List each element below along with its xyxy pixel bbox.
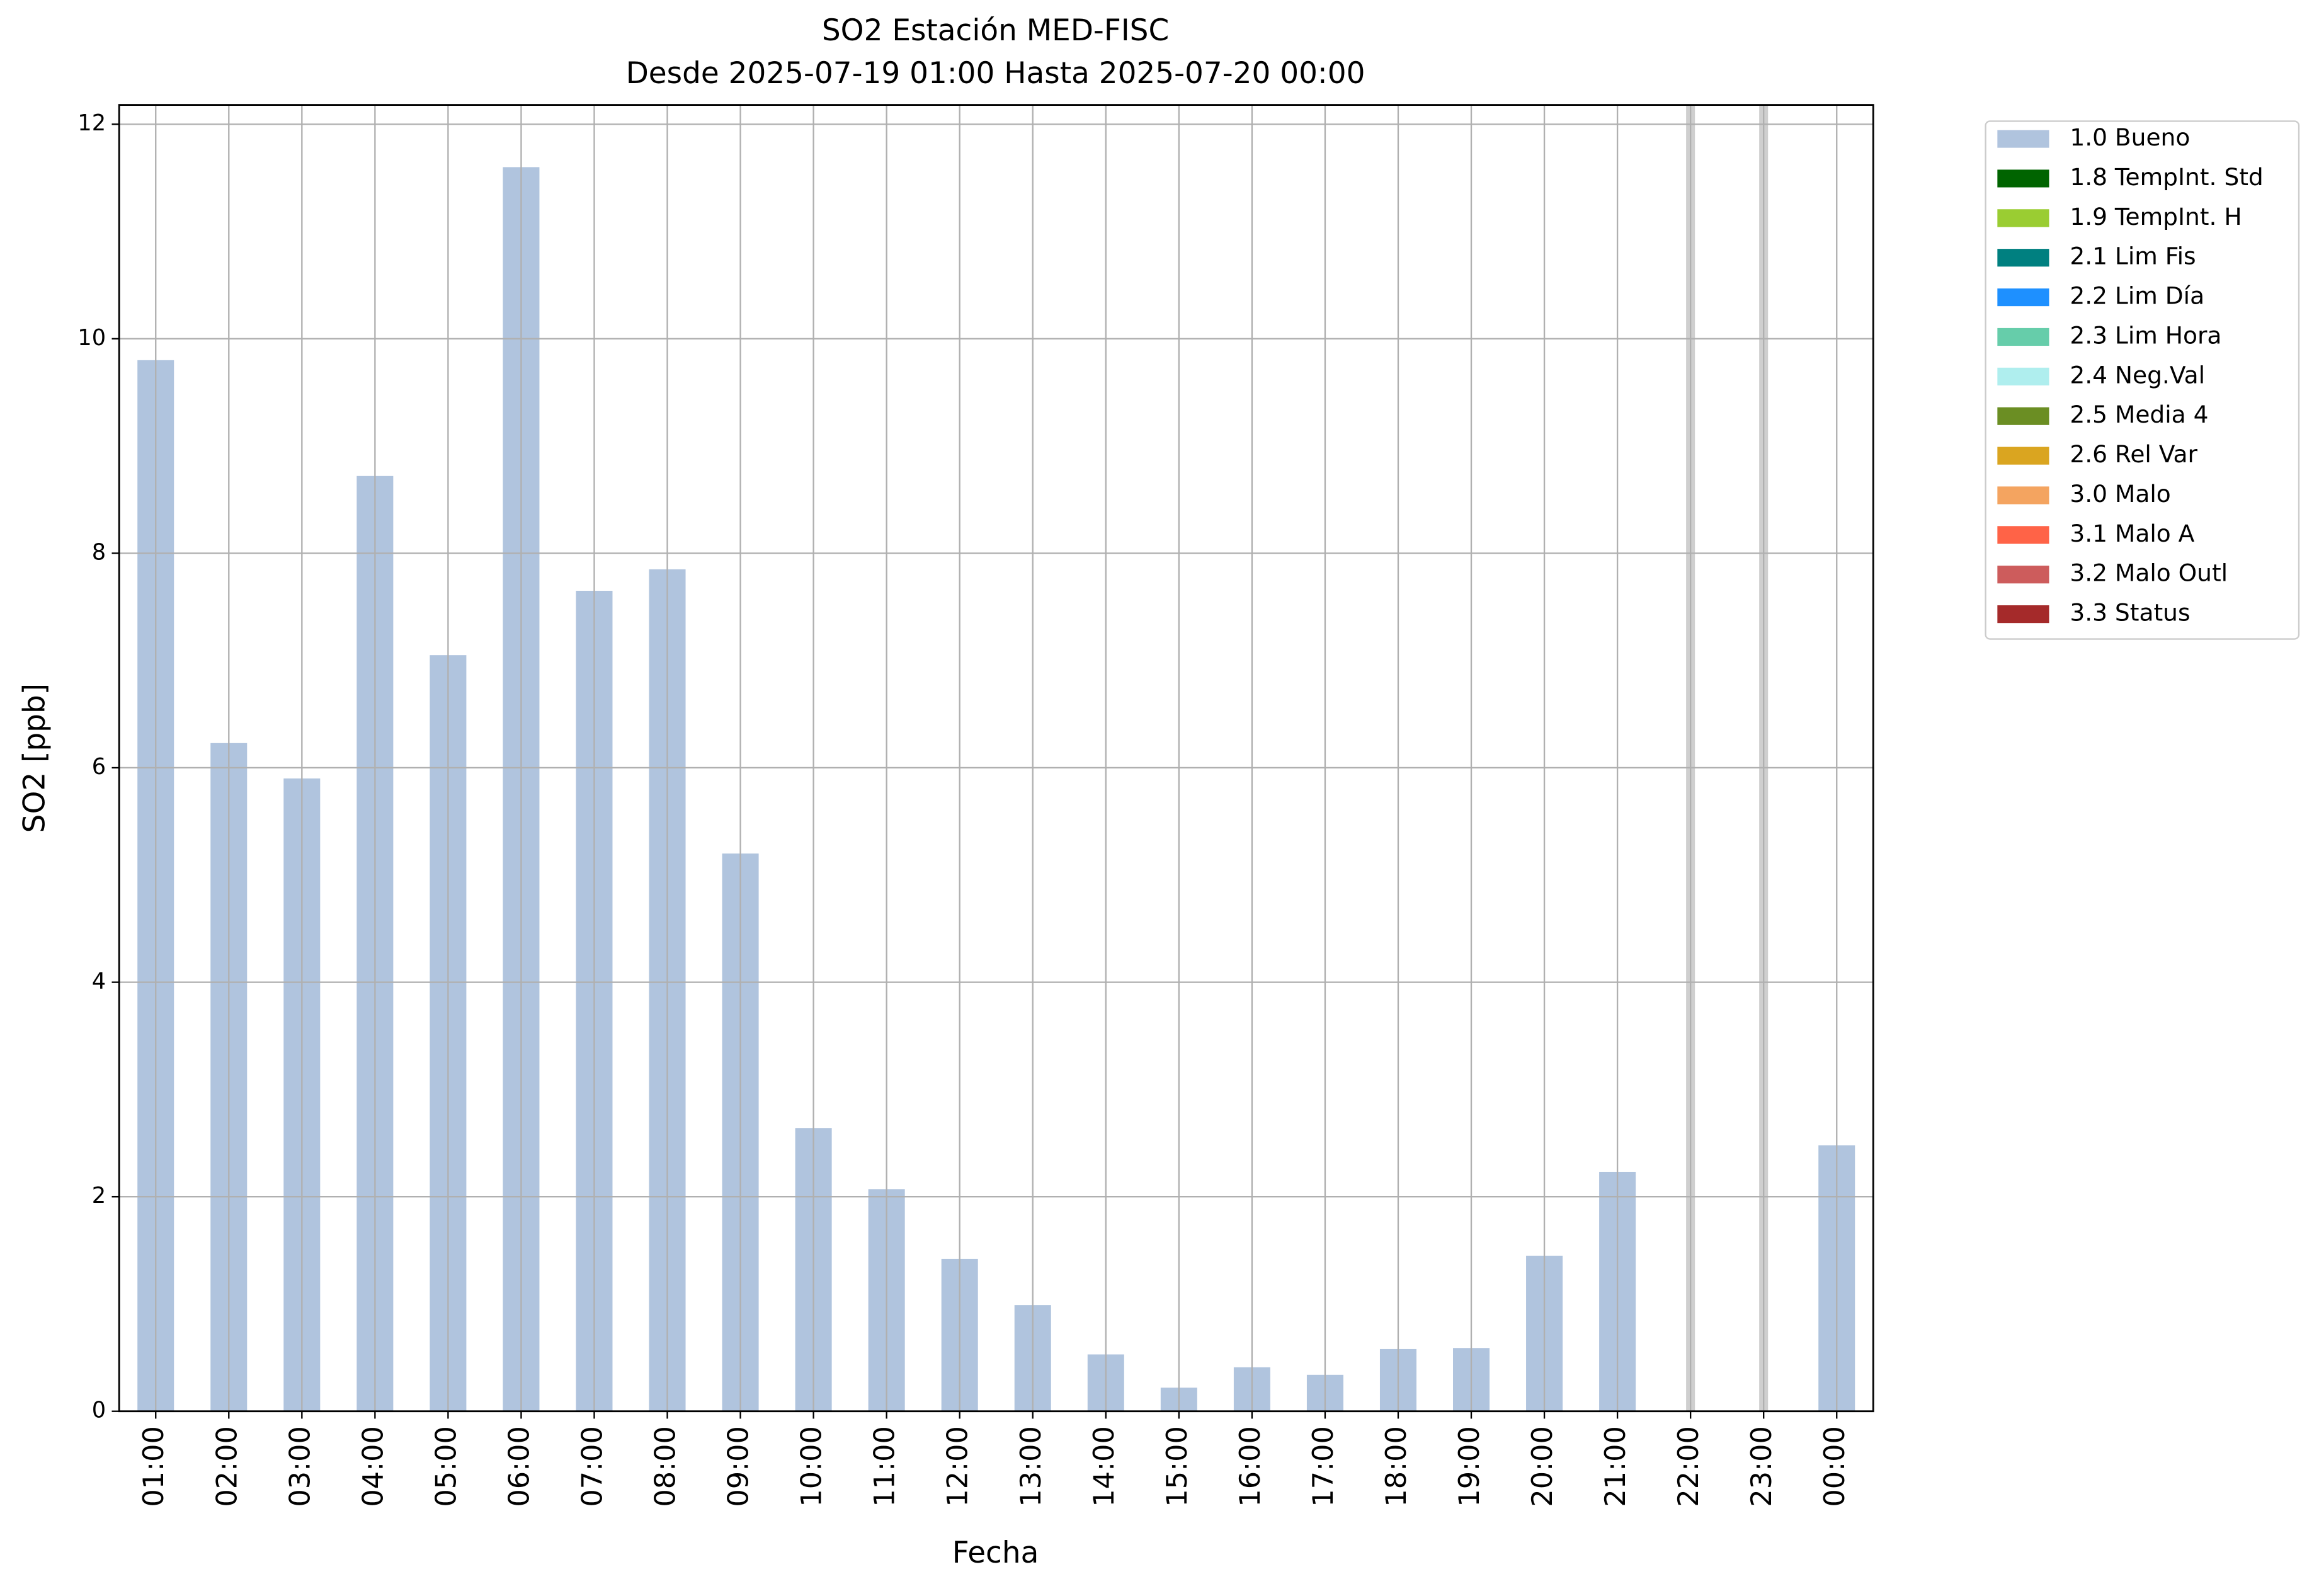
- legend-swatch: [1997, 447, 2049, 465]
- x-tick-label: 19:00: [1453, 1426, 1486, 1507]
- x-tick-label: 15:00: [1161, 1426, 1194, 1507]
- legend-swatch: [1997, 130, 2049, 148]
- x-tick-label: 18:00: [1380, 1426, 1413, 1507]
- x-tick-label: 20:00: [1526, 1426, 1559, 1507]
- x-tick-label: 06:00: [503, 1426, 535, 1507]
- legend-swatch: [1997, 249, 2049, 267]
- y-axis-label: SO2 [ppb]: [17, 683, 52, 833]
- x-tick-label: 13:00: [1015, 1426, 1047, 1507]
- y-tick-label: 10: [77, 325, 106, 351]
- legend-label: 2.3 Lim Hora: [2070, 321, 2221, 349]
- legend-label: 2.6 Rel Var: [2070, 440, 2197, 468]
- legend-swatch: [1997, 605, 2049, 624]
- legend-label: 2.2 Lim Día: [2070, 282, 2204, 310]
- legend-swatch: [1997, 566, 2049, 584]
- x-tick-label: 22:00: [1672, 1426, 1705, 1507]
- x-tick-label: 23:00: [1745, 1426, 1778, 1507]
- legend-frame: [1985, 120, 2300, 640]
- x-tick-label: 10:00: [795, 1426, 828, 1507]
- x-tick-label: 16:00: [1234, 1426, 1267, 1507]
- y-tick-label: 8: [92, 539, 106, 565]
- x-tick-label: 14:00: [1088, 1426, 1120, 1507]
- plot-frame: [118, 104, 1874, 1413]
- legend-swatch: [1997, 407, 2049, 425]
- y-tick-label: 4: [92, 969, 106, 995]
- legend-swatch: [1997, 486, 2049, 504]
- legend-label: 3.3 Status: [2070, 599, 2190, 627]
- legend-label: 3.2 Malo Outl: [2070, 559, 2228, 587]
- legend-swatch: [1997, 526, 2049, 544]
- x-tick-label: 07:00: [576, 1426, 608, 1507]
- x-tick-label: 04:00: [356, 1426, 389, 1507]
- x-tick-label: 05:00: [430, 1426, 462, 1507]
- x-tick-label: 12:00: [942, 1426, 974, 1507]
- legend-label: 2.4 Neg.Val: [2070, 361, 2205, 389]
- x-tick-label: 17:00: [1307, 1426, 1340, 1507]
- legend-label: 3.0 Malo: [2070, 480, 2170, 508]
- y-tick-label: 0: [92, 1398, 106, 1423]
- x-tick-label: 21:00: [1599, 1426, 1632, 1507]
- x-tick-label: 01:00: [137, 1426, 170, 1507]
- chart-subtitle: Desde 2025-07-19 01:00 Hasta 2025-07-20 …: [626, 56, 1365, 91]
- x-axis-label: Fecha: [952, 1536, 1039, 1570]
- legend-swatch: [1997, 288, 2049, 307]
- x-tick-label: 08:00: [649, 1426, 682, 1507]
- y-tick-label: 12: [77, 110, 106, 136]
- x-tick-label: 00:00: [1818, 1426, 1851, 1507]
- legend-swatch: [1997, 169, 2049, 188]
- x-tick-label: 03:00: [283, 1426, 316, 1507]
- legend-label: 1.9 TempInt. H: [2070, 203, 2242, 231]
- legend-label: 1.0 Bueno: [2070, 123, 2190, 151]
- x-tick-label: 11:00: [869, 1426, 901, 1507]
- legend-label: 2.1 Lim Fis: [2070, 242, 2196, 270]
- legend-label: 2.5 Media 4: [2070, 401, 2208, 428]
- x-tick-label: 09:00: [722, 1426, 755, 1507]
- legend-label: 1.8 TempInt. Std: [2070, 163, 2263, 191]
- y-tick-label: 6: [92, 754, 106, 780]
- legend-swatch: [1997, 209, 2049, 227]
- legend-swatch: [1997, 328, 2049, 346]
- legend-label: 3.1 Malo A: [2070, 520, 2194, 547]
- chart-title: SO2 Estación MED-FISC: [822, 13, 1169, 48]
- y-tick-label: 2: [92, 1183, 106, 1209]
- x-tick-label: 02:00: [210, 1426, 243, 1507]
- legend-swatch: [1997, 367, 2049, 385]
